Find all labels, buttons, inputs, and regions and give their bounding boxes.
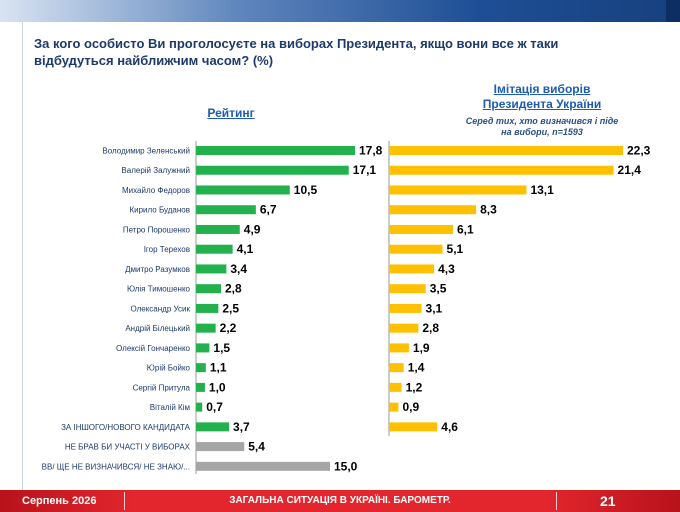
rating-value-label: 17,1 (353, 163, 377, 177)
rating-value-label: 10,5 (294, 183, 318, 197)
rating-category-label: Володимир Зеленський (102, 147, 190, 156)
rating-category-label: Андрій Білецький (125, 324, 190, 333)
simulation-bar (389, 165, 614, 175)
rating-value-label: 3,7 (233, 420, 250, 434)
rating-bar (196, 303, 219, 313)
rating-bar (196, 461, 330, 471)
simulation-header-text: Імітація виборів Президента України (482, 82, 602, 111)
rating-value-label: 2,2 (220, 321, 237, 335)
rating-category-label: Юрій Бойко (147, 364, 191, 373)
simulation-value-label: 21,4 (618, 163, 642, 177)
rating-category-label: НЕ БРАВ БИ УЧАСТІ У ВИБОРАХ (65, 443, 191, 452)
rating-bar (196, 323, 216, 333)
rating-category-label: ВВ/ ЩЕ НЕ ВИЗНАЧИВСЯ/ НЕ ЗНАЮ/... (42, 462, 190, 471)
simulation-value-label: 1,2 (406, 380, 423, 394)
simulation-value-label: 0,9 (402, 400, 419, 414)
question-title: За кого особисто Ви проголосуєте на вибо… (34, 36, 559, 68)
rating-bar (196, 422, 230, 432)
footer-date: Серпень 2026 (22, 495, 97, 507)
rating-category-label: Петро Порошенко (123, 225, 191, 234)
rating-bar (196, 224, 240, 234)
simulation-bar (389, 264, 435, 274)
rating-category-label: Дмитро Разумков (125, 265, 190, 274)
rating-category-label: Юлія Тимошенко (127, 285, 191, 294)
simulation-value-label: 1,9 (413, 341, 430, 355)
rating-bar (196, 185, 290, 195)
simulation-bar (389, 422, 438, 432)
simulation-value-label: 2,8 (422, 321, 439, 335)
simulation-value-label: 5,1 (447, 242, 464, 256)
rating-bar (196, 146, 355, 155)
footer-divider (556, 492, 557, 510)
simulation-value-label: 1,4 (408, 361, 425, 375)
rating-value-label: 0,7 (206, 400, 223, 414)
simulation-bar (389, 343, 409, 353)
simulation-bar (389, 284, 426, 294)
rating-value-label: 1,0 (209, 380, 226, 394)
simulation-bar (389, 185, 527, 195)
simulation-bar (389, 205, 477, 215)
rating-bar (196, 343, 210, 353)
simulation-bar (389, 224, 454, 234)
simulation-value-label: 13,1 (530, 183, 554, 197)
rating-value-label: 5,4 (248, 440, 265, 454)
rating-value-label: 1,5 (213, 341, 230, 355)
simulation-bar (389, 402, 399, 412)
page-number: 21 (600, 493, 616, 509)
rating-value-label: 1,1 (210, 361, 227, 375)
simulation-value-label: 4,6 (441, 420, 458, 434)
rating-bar (196, 264, 227, 274)
rating-value-label: 6,7 (260, 203, 277, 217)
rating-bar (196, 284, 222, 294)
footer-divider (124, 492, 125, 510)
simulation-subtitle: Серед тих, хто визначився і піде на вибо… (465, 116, 619, 137)
rating-category-label: Віталій Кім (150, 403, 190, 412)
rating-value-label: 17,8 (359, 144, 383, 158)
rating-header: Рейтинг (207, 106, 255, 120)
simulation-value-label: 4,3 (438, 262, 455, 276)
rating-value-label: 4,1 (237, 242, 254, 256)
rating-value-label: 4,9 (244, 222, 261, 236)
rating-category-label: Олексій Гончаренко (116, 344, 190, 353)
footer-bar: Серпень 2026 ЗАГАЛЬНА СИТУАЦІЯ В УКРАЇНІ… (0, 490, 680, 512)
simulation-value-label: 22,3 (627, 144, 651, 158)
rating-bar (196, 205, 256, 215)
rating-value-label: 2,8 (225, 282, 242, 296)
rating-bar (196, 165, 349, 175)
simulation-bar (389, 303, 422, 313)
rating-category-label: Валерій Залужний (121, 166, 190, 175)
top-banner (0, 0, 680, 22)
rating-bar (196, 402, 203, 412)
rating-value-label: 2,5 (222, 301, 239, 315)
rating-category-label: Сергій Притула (133, 383, 191, 392)
slide-panel (22, 22, 680, 490)
rating-category-label: Кирило Буданов (129, 206, 190, 215)
rating-bar (196, 244, 233, 254)
simulation-bar (389, 244, 443, 254)
rating-bar (196, 363, 206, 373)
simulation-bar (389, 382, 402, 392)
simulation-value-label: 3,5 (430, 282, 447, 296)
simulation-bar (389, 363, 404, 373)
rating-category-label: Ігор Терехов (144, 245, 190, 254)
rating-value-label: 15,0 (334, 459, 358, 473)
rating-category-label: ЗА ІНШОГО/НОВОГО КАНДИДАТА (61, 423, 191, 432)
simulation-bar (389, 323, 419, 333)
rating-bar (196, 382, 205, 392)
rating-category-label: Михайло Федоров (122, 186, 190, 195)
rating-value-label: 3,4 (230, 262, 247, 276)
simulation-value-label: 8,3 (480, 203, 497, 217)
rating-category-label: Олександр Усик (130, 304, 190, 313)
top-banner-accent (666, 0, 680, 22)
simulation-bar (389, 146, 623, 155)
simulation-header: Імітація виборів Президента України (462, 82, 622, 112)
rating-bar (196, 442, 245, 452)
simulation-value-label: 6,1 (457, 222, 474, 236)
footer-title: ЗАГАЛЬНА СИТУАЦІЯ В УКРАЇНІ. БАРОМЕТР. (229, 495, 451, 506)
simulation-value-label: 3,1 (426, 301, 443, 315)
